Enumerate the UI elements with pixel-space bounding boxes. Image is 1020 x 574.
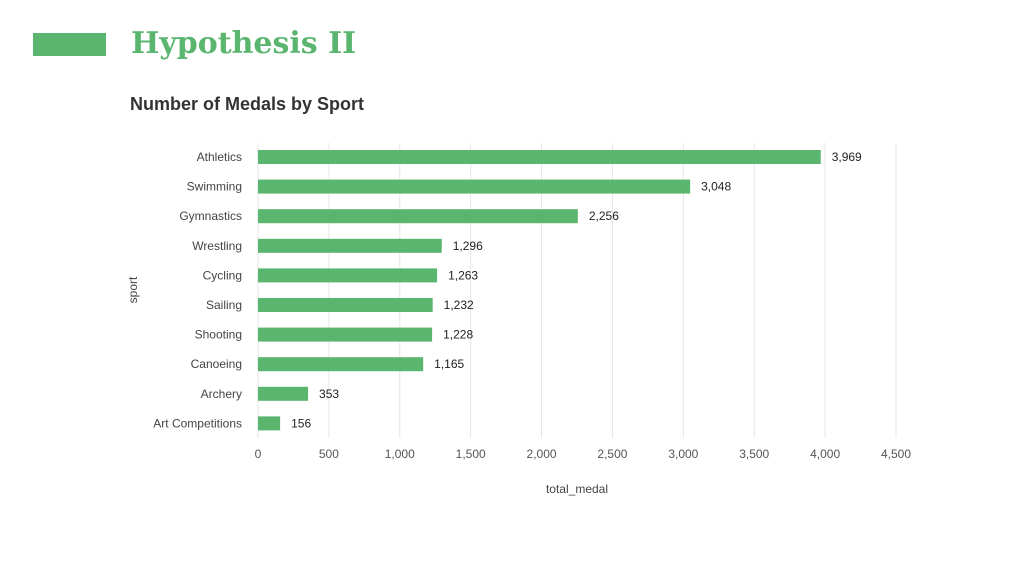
x-tick-label: 1,500 [456,447,486,461]
data-label: 1,228 [443,328,473,342]
data-label: 353 [319,387,339,401]
data-label: 1,263 [448,268,478,282]
category-label: Wrestling [192,239,242,253]
category-label: Canoeing [191,357,242,371]
x-tick-label: 2,500 [597,447,627,461]
data-label: 3,969 [832,150,862,164]
x-tick-label: 2,000 [527,447,557,461]
data-label: 3,048 [701,180,731,194]
bar-wrestling [258,238,442,253]
category-label: Athletics [197,150,242,164]
data-label: 2,256 [589,209,619,223]
x-tick-label: 3,000 [668,447,698,461]
data-label: 1,232 [444,298,474,312]
category-label: Archery [201,387,242,401]
title-accent-bar [33,33,106,56]
x-tick-label: 1,000 [385,447,415,461]
slide-title: Hypothesis II [131,26,357,61]
x-tick-label: 3,500 [739,447,769,461]
bar-athletics [258,150,821,164]
labels: 0 500 1,000 1,500 2,000 2,500 3,000 3,500 4,000 4… [153,150,911,461]
category-label: Gymnastics [179,209,242,223]
bar-sailing [258,298,433,312]
data-label: 1,165 [434,357,464,371]
bar-swimming [258,179,691,194]
x-tick-label: 4,500 [881,447,911,461]
category-label: Shooting [195,328,242,342]
data-label: 1,296 [453,239,483,253]
x-tick-label: 500 [319,447,339,461]
bar-canoeing [258,357,424,372]
category-label: Sailing [206,298,242,312]
bar-cycling [258,268,438,283]
x-tick-label: 4,000 [810,447,840,461]
data-label: 156 [291,416,311,430]
y-axis-label: sport [126,276,140,303]
x-axis-label: total_medal [546,482,608,496]
category-label: Swimming [187,180,242,194]
bar-shooting [258,327,433,342]
chart-title: Number of Medals by Sport [130,94,365,114]
x-tick-label: 0 [255,447,262,461]
bar-art-competitions [258,416,281,431]
bar-archery [258,386,309,401]
bar-gymnastics [258,209,578,224]
bars [258,150,821,431]
category-label: Cycling [203,268,242,282]
category-label: Art Competitions [153,416,242,430]
